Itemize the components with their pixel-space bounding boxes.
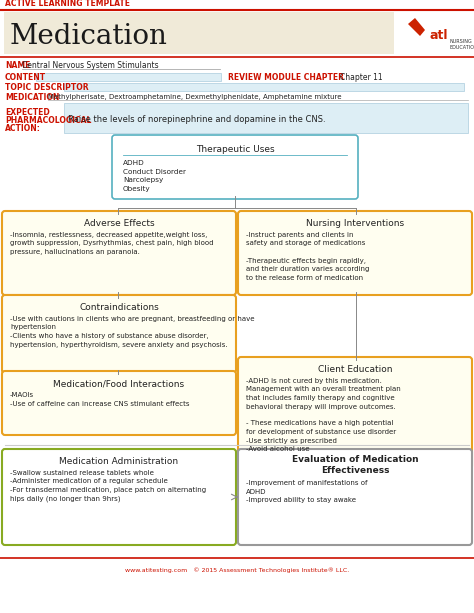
FancyBboxPatch shape xyxy=(112,135,358,199)
Text: Adverse Effects: Adverse Effects xyxy=(84,219,155,229)
Text: Nursing Interventions: Nursing Interventions xyxy=(306,219,404,229)
FancyBboxPatch shape xyxy=(2,295,236,373)
FancyBboxPatch shape xyxy=(2,211,236,295)
Text: Therapeutic Uses: Therapeutic Uses xyxy=(196,145,274,153)
Bar xyxy=(64,83,464,91)
Text: Chapter 11: Chapter 11 xyxy=(340,72,383,82)
Text: Medication: Medication xyxy=(10,23,168,50)
Text: atl: atl xyxy=(430,29,448,42)
FancyBboxPatch shape xyxy=(2,449,236,545)
Text: -Use with cautions in clients who are pregnant, breastfeeding or have
hypertensi: -Use with cautions in clients who are pr… xyxy=(10,316,255,348)
FancyBboxPatch shape xyxy=(238,211,472,295)
Text: ACTIVE LEARNING TEMPLATE: ACTIVE LEARNING TEMPLATE xyxy=(5,0,130,8)
Text: www.atitesting.com   © 2015 Assessment Technologies Institute® LLC.: www.atitesting.com © 2015 Assessment Tec… xyxy=(125,567,349,573)
Bar xyxy=(4,12,394,54)
FancyBboxPatch shape xyxy=(238,357,472,469)
Bar xyxy=(64,103,468,133)
FancyBboxPatch shape xyxy=(238,449,472,545)
Text: Medication/Food Interactions: Medication/Food Interactions xyxy=(54,379,184,389)
Text: NAME: NAME xyxy=(5,61,30,70)
Text: -Swallow sustained release tablets whole
-Administer medication of a regular sch: -Swallow sustained release tablets whole… xyxy=(10,470,206,502)
Text: Medication Administration: Medication Administration xyxy=(59,457,179,466)
Text: NURSING
EDUCATION: NURSING EDUCATION xyxy=(450,39,474,50)
Text: ACTION:: ACTION: xyxy=(5,124,41,133)
FancyBboxPatch shape xyxy=(2,371,236,435)
Text: REVIEW MODULE CHAPTER: REVIEW MODULE CHAPTER xyxy=(228,72,344,82)
Text: -MAOIs
-Use of caffeine can increase CNS stimulant effects: -MAOIs -Use of caffeine can increase CNS… xyxy=(10,392,190,406)
Text: Contraindications: Contraindications xyxy=(79,303,159,313)
Text: TOPIC DESCRIPTOR: TOPIC DESCRIPTOR xyxy=(5,83,89,91)
Text: Evaluation of Medication
Effectiveness: Evaluation of Medication Effectiveness xyxy=(292,455,419,474)
Text: Raise the levels of norepinephrine and dopamine in the CNS.: Raise the levels of norepinephrine and d… xyxy=(68,115,326,123)
Text: EXPECTED: EXPECTED xyxy=(5,108,50,117)
Text: -Instruct parents and clients in
safety and storage of medications

-Therapeutic: -Instruct parents and clients in safety … xyxy=(246,232,369,281)
Polygon shape xyxy=(408,18,425,36)
Text: ADHD
Conduct Disorder
Narcolepsy
Obesity: ADHD Conduct Disorder Narcolepsy Obesity xyxy=(123,160,186,191)
Text: -Improvement of manifestations of
ADHD
-Improved ability to stay awake: -Improvement of manifestations of ADHD -… xyxy=(246,480,367,503)
Text: PHARMACOLOGICAL: PHARMACOLOGICAL xyxy=(5,116,91,125)
Text: Client Education: Client Education xyxy=(318,365,392,375)
Text: Methylpherisate, Dextroamphetamine, Dexmethylphenidate, Amphetamine mixture: Methylpherisate, Dextroamphetamine, Dexm… xyxy=(48,94,341,100)
Text: CONTENT: CONTENT xyxy=(5,72,46,82)
Bar xyxy=(36,73,221,81)
Text: MEDICATION: MEDICATION xyxy=(5,93,59,102)
Text: -Insomnia, restlessness, decreased appetite,weight loss,
growth suppression, Dys: -Insomnia, restlessness, decreased appet… xyxy=(10,232,213,255)
Text: Central Nervous System Stimulants: Central Nervous System Stimulants xyxy=(22,61,159,70)
Text: -ADHD is not cured by this medication.
Management with an overall treatment plan: -ADHD is not cured by this medication. M… xyxy=(246,378,401,452)
